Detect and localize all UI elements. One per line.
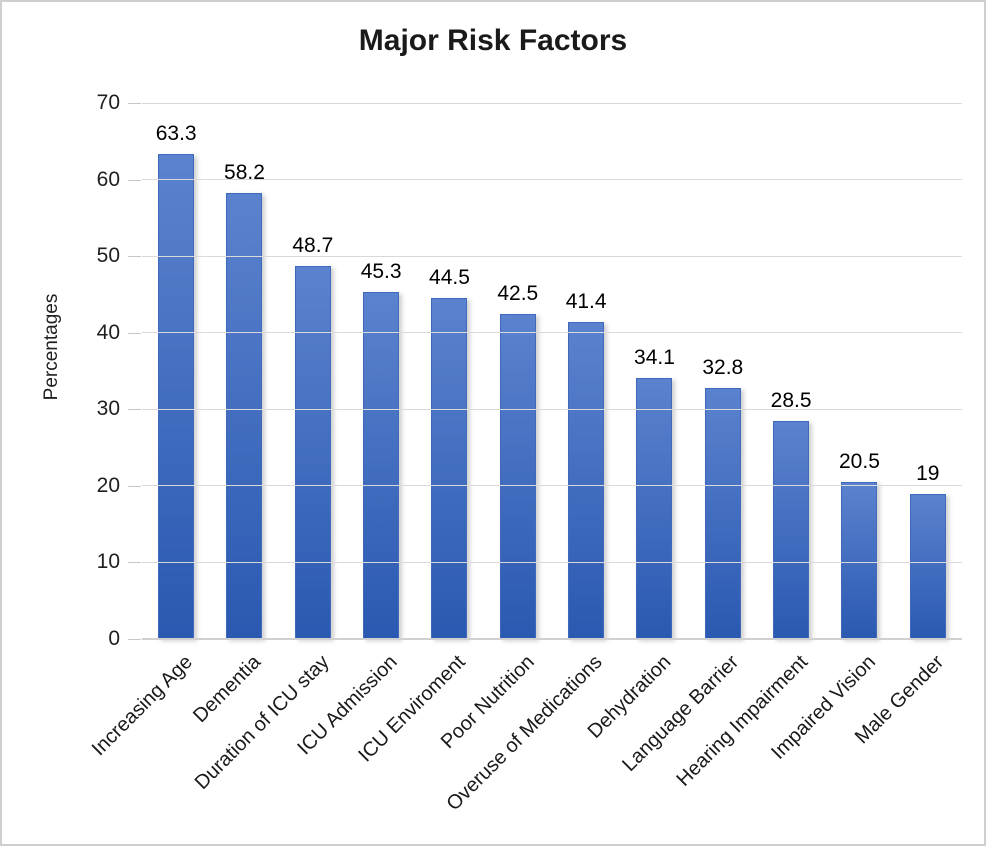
x-axis-labels: Increasing Age Dementia Duration of ICU st…: [88, 651, 962, 841]
y-axis-title: Percentages: [41, 293, 62, 401]
y-tick-label: 0: [108, 627, 120, 650]
y-tick-mark: [128, 332, 141, 334]
gridline: [142, 408, 962, 410]
bars-container: 63.3 58.2 48.7 45.3 44.5 42.5 41.4 34.1 32.8 28.5…: [142, 103, 962, 639]
bar-slot: 32.8: [689, 103, 757, 639]
gridline: [142, 102, 962, 104]
bar-value-label: 45.3: [360, 260, 402, 284]
bar-poor-nutrition: 42.5: [497, 282, 538, 639]
bar-overuse-of-medications: 41.4: [566, 290, 607, 639]
y-tick-mark: [128, 409, 141, 411]
bar-value-label: 44.5: [429, 266, 470, 290]
gridline: [142, 561, 962, 563]
bar-value-label: 58.2: [224, 161, 265, 185]
bar-slot: 20.5: [825, 103, 893, 639]
bar-icu-enviroment: 44.5: [429, 266, 470, 639]
bar-male-gender: 19: [909, 462, 946, 639]
bar-slot: 48.7: [279, 103, 347, 639]
y-tick-label: 20: [96, 473, 120, 497]
y-tick-label: 60: [96, 167, 120, 191]
y-tick-label: 40: [96, 320, 120, 344]
bar-slot: 42.5: [484, 103, 552, 639]
bar-value-label: 63.3: [155, 122, 197, 146]
x-tick-label: Increasing Age: [87, 651, 197, 761]
x-tick-label: Language Barrier: [618, 651, 744, 776]
bar-slot: 45.3: [347, 103, 415, 639]
y-tick-label: 10: [96, 550, 120, 574]
bar-increasing-age: 63.3: [156, 122, 197, 639]
bar-value-label: 41.4: [565, 290, 607, 313]
bar-slot: 58.2: [210, 103, 278, 639]
x-tick-label: Hearing Impairment: [671, 651, 812, 791]
bar-slot: 28.5: [757, 103, 825, 639]
y-tick-label: 50: [96, 244, 120, 268]
y-tick-mark: [128, 179, 141, 181]
gridline: [142, 255, 962, 257]
bar-value-label: 28.5: [770, 388, 812, 412]
bar-slot: 19: [894, 103, 962, 639]
gridline: [142, 332, 962, 334]
bar-value-label: 34.1: [634, 345, 675, 369]
bar-value-label: 19: [916, 461, 940, 485]
x-axis-line: [142, 638, 962, 640]
bar-dehydration: 34.1: [634, 346, 675, 639]
gridline: [142, 485, 962, 487]
plot-area: 63.3 58.2 48.7 45.3 44.5 42.5 41.4 34.1 32.8 28.5…: [142, 102, 962, 640]
y-tick-mark: [128, 562, 141, 564]
bar-value-label: 48.7: [292, 234, 334, 258]
y-tick-mark: [128, 485, 141, 487]
bar-value-label: 32.8: [702, 355, 744, 379]
bar-value-label: 42.5: [497, 281, 539, 305]
y-tick-label: 70: [96, 91, 120, 114]
bar-icu-admission: 45.3: [361, 260, 402, 639]
y-tick-mark: [128, 639, 141, 640]
y-tick-mark: [128, 103, 141, 104]
chart-title: Major Risk Factors: [358, 24, 628, 57]
gridline: [142, 179, 962, 181]
bar-impaired-vision: 20.5: [839, 450, 880, 639]
bar-value-label: 20.5: [839, 450, 880, 474]
bar-duration-of-icu-stay: 48.7: [292, 234, 333, 639]
bar-slot: 63.3: [142, 103, 210, 639]
bar-dementia: 58.2: [224, 161, 265, 639]
bar-slot: 44.5: [415, 103, 483, 639]
bar-slot: 34.1: [620, 103, 688, 639]
bar-hearing-impairment: 28.5: [771, 389, 812, 639]
bar-slot: 41.4: [552, 103, 620, 639]
y-tick-mark: [128, 256, 141, 258]
y-tick-label: 30: [96, 397, 120, 421]
bar-language-barrier: 32.8: [702, 356, 743, 639]
